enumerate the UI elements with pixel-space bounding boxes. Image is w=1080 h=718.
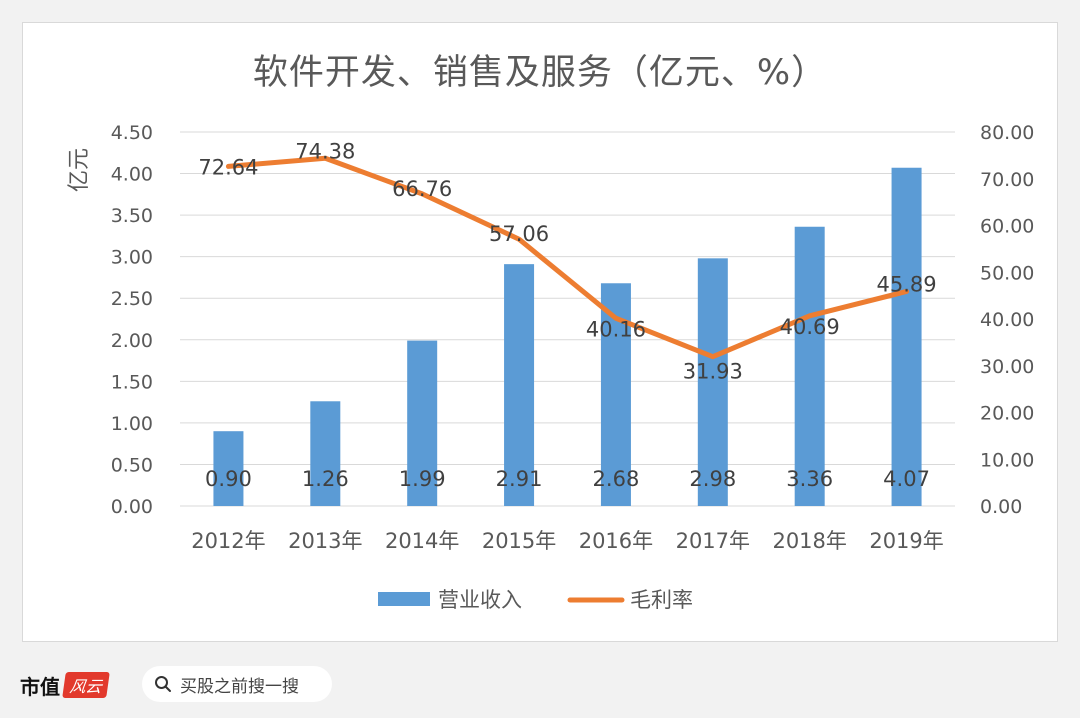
x-tick-label: 2016年	[579, 529, 653, 553]
chart-title: 软件开发、销售及服务（亿元、%）	[252, 53, 828, 93]
y2-tick-label: 20.00	[980, 403, 1034, 425]
line-data-label: 66.76	[392, 177, 452, 201]
line-data-label: 31.93	[683, 360, 743, 384]
bar-data-label: 1.99	[399, 467, 446, 491]
y2-tick-label: 50.00	[980, 262, 1034, 284]
bar-data-label: 4.07	[883, 467, 930, 491]
bar	[407, 340, 438, 506]
bar-data-label: 2.68	[593, 467, 640, 491]
line-data-label: 74.38	[295, 139, 355, 163]
y2-tick-label: 40.00	[980, 309, 1034, 331]
search-icon	[155, 676, 171, 692]
bar	[891, 167, 922, 506]
legend-label-line: 毛利率	[630, 588, 693, 612]
chart-card	[22, 22, 1058, 642]
bar	[697, 258, 728, 506]
bar-data-label: 2.98	[689, 467, 736, 491]
x-tick-label: 2013年	[288, 529, 362, 553]
y2-tick-label: 30.00	[980, 356, 1034, 378]
x-tick-label: 2015年	[482, 529, 556, 553]
x-tick-label: 2018年	[772, 529, 846, 553]
x-tick-label: 2019年	[869, 529, 943, 553]
legend-swatch-bar	[378, 592, 430, 606]
line-data-label: 40.69	[780, 315, 840, 339]
bar	[504, 264, 535, 506]
y-axis-label: 亿元	[67, 148, 92, 192]
y2-tick-label: 60.00	[980, 216, 1034, 238]
y-tick-label: 1.50	[111, 371, 153, 393]
brand-text: 市值	[20, 674, 60, 699]
x-tick-label: 2017年	[676, 529, 750, 553]
x-tick-label: 2012年	[191, 529, 265, 553]
y-tick-label: 3.00	[111, 247, 153, 269]
bar	[310, 401, 341, 506]
y2-tick-label: 70.00	[980, 169, 1034, 191]
bar-data-label: 2.91	[496, 467, 543, 491]
footer-bar: 市值 风云 买股之前搜一搜	[0, 650, 1080, 718]
y-tick-label: 0.00	[111, 496, 153, 518]
line-data-label: 57.06	[489, 222, 549, 246]
y-tick-label: 1.00	[111, 413, 153, 435]
y2-tick-label: 10.00	[980, 449, 1034, 471]
y-tick-label: 3.50	[111, 205, 153, 227]
bar-data-label: 0.90	[205, 467, 252, 491]
y-tick-label: 0.50	[111, 454, 153, 476]
y-tick-label: 2.00	[111, 330, 153, 352]
bar-data-label: 3.36	[786, 467, 833, 491]
line-data-label: 40.16	[586, 317, 646, 341]
chart-svg: 0.00 0.50 1.00 1.50 2.00 2.50 3.00 3.50 4.00 4.50…	[67, 122, 1034, 612]
x-tick-label: 2014年	[385, 529, 459, 553]
bar-data-label: 1.26	[302, 467, 349, 491]
y-tick-label: 4.50	[111, 122, 153, 144]
bar	[213, 431, 244, 506]
bar	[794, 226, 825, 506]
search-label: 买股之前搜一搜	[180, 676, 299, 697]
brand-mark: 风云	[62, 672, 110, 698]
y2-tick-label: 0.00	[980, 496, 1022, 518]
search-button[interactable]: 买股之前搜一搜	[142, 666, 332, 702]
brand-logo: 市值 风云	[20, 670, 110, 700]
y-tick-label: 2.50	[111, 288, 153, 310]
series-line	[225, 155, 910, 360]
line-data-label: 45.89	[877, 272, 937, 296]
legend-label-bar: 营业收入	[438, 588, 522, 612]
y2-tick-label: 80.00	[980, 122, 1034, 144]
y-tick-label: 4.00	[111, 164, 153, 186]
line-data-label: 72.64	[198, 155, 258, 179]
